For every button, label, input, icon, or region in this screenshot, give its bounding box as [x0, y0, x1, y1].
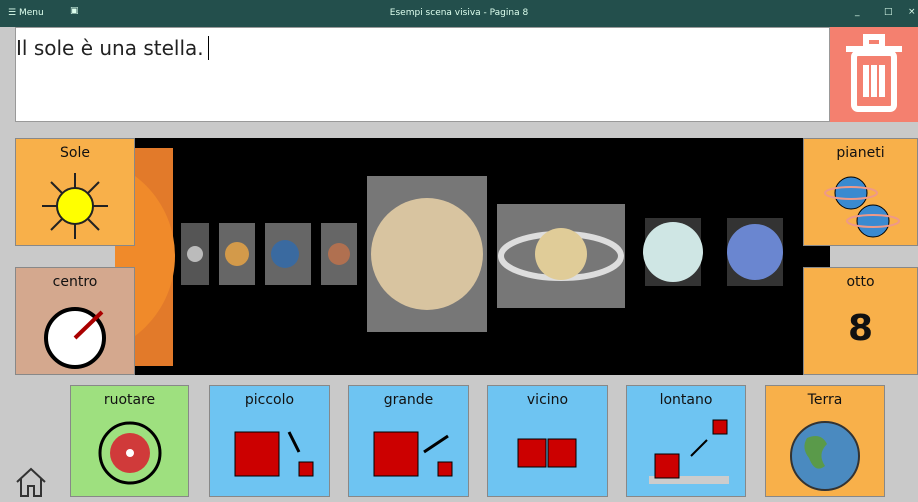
scene-image	[115, 138, 830, 375]
tile-label: Terra	[766, 392, 884, 408]
title-bar: ☰ Menu ▣ Esempi scena visiva - Pagina 8 …	[0, 0, 918, 27]
close[interactable]: ×	[908, 7, 916, 17]
tile-terra[interactable]: Terra	[765, 385, 885, 497]
home-button[interactable]	[14, 466, 48, 498]
tile-ruotare[interactable]: ruotare	[70, 385, 189, 497]
clear-button[interactable]	[830, 27, 918, 122]
tile-lontano[interactable]: lontano	[626, 385, 746, 497]
tile-sole[interactable]: Sole	[15, 138, 135, 246]
minimize[interactable]: _	[855, 7, 860, 17]
tile-grande[interactable]: grande	[348, 385, 469, 497]
message-text: Il sole è una stella.	[16, 36, 204, 60]
center-icon	[40, 300, 110, 370]
planets-icon	[821, 171, 901, 241]
trash-icon	[830, 27, 918, 122]
tile-piccolo[interactable]: piccolo	[209, 385, 330, 497]
earth-icon	[787, 418, 863, 494]
message-box[interactable]: Il sole è una stella.	[15, 27, 830, 122]
tile-label: lontano	[627, 392, 745, 408]
tile-label: grande	[349, 392, 468, 408]
tile-label: centro	[16, 274, 134, 290]
big-icon	[364, 422, 454, 482]
sun-icon	[40, 171, 110, 241]
rotate-icon	[95, 418, 165, 488]
tile-label: otto	[804, 274, 917, 290]
tile-label: vicino	[488, 392, 607, 408]
tile-centro[interactable]: centro	[15, 267, 135, 375]
tile-otto[interactable]: otto 8	[803, 267, 918, 375]
tile-label: ruotare	[71, 392, 188, 408]
small-icon	[225, 422, 315, 482]
tile-label: Sole	[16, 145, 134, 161]
tile-label: piccolo	[210, 392, 329, 408]
app: ☰ Menu ▣ Esempi scena visiva - Pagina 8 …	[0, 0, 918, 502]
tile-symbol: 8	[804, 308, 917, 349]
tile-vicino[interactable]: vicino	[487, 385, 608, 497]
tile-label: pianeti	[804, 145, 917, 161]
tile-pianeti[interactable]: pianeti	[803, 138, 918, 246]
window-title: Esempi scena visiva - Pagina 8	[0, 8, 918, 18]
far-icon	[641, 418, 731, 488]
maximize[interactable]: □	[884, 7, 893, 17]
near-icon	[513, 436, 583, 476]
